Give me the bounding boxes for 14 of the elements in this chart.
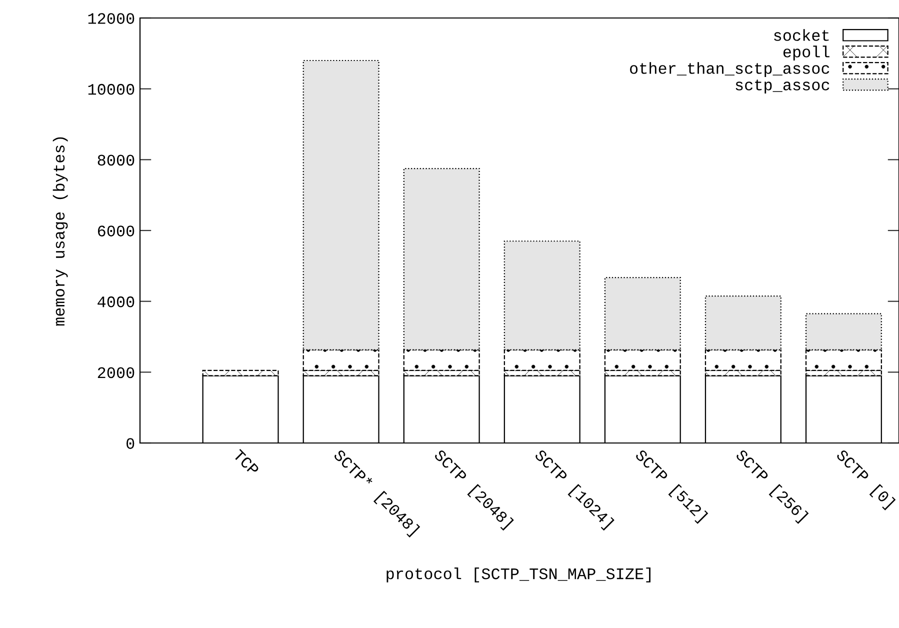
y-tick-label: 0 [126, 438, 134, 449]
x-tick-label: TCP [232, 448, 260, 476]
y-tick-label: 12000 [88, 13, 134, 24]
legend-label: sctp_assoc [736, 80, 830, 94]
legend-label: other_than_sctp_assoc [630, 62, 830, 78]
legend-label: epoll [783, 46, 830, 61]
y-tick-label: 2000 [98, 367, 134, 378]
y-tick-label: 6000 [98, 226, 134, 236]
legend-label: socket [774, 29, 829, 41]
y-tick-label: 10000 [88, 84, 134, 95]
y-axis-title: memory usage (bytes) [52, 137, 68, 326]
y-tick-label: 4000 [98, 296, 134, 308]
y-tick-label: 8000 [98, 154, 134, 166]
x-axis-title: protocol [SCTP_TSN_MAP_SIZE] [386, 568, 650, 582]
